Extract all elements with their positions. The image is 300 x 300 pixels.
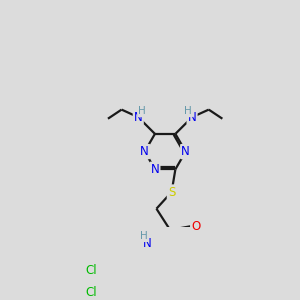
Text: N: N xyxy=(143,237,152,250)
Text: Cl: Cl xyxy=(86,264,97,277)
Text: N: N xyxy=(181,145,190,158)
Text: H: H xyxy=(138,106,146,116)
Text: N: N xyxy=(188,111,197,124)
Text: H: H xyxy=(184,106,192,116)
Text: N: N xyxy=(140,145,149,158)
Text: S: S xyxy=(168,185,175,199)
Text: N: N xyxy=(151,163,159,176)
Text: O: O xyxy=(191,220,200,232)
Text: N: N xyxy=(134,111,142,124)
Text: H: H xyxy=(140,231,147,241)
Text: Cl: Cl xyxy=(86,286,97,299)
